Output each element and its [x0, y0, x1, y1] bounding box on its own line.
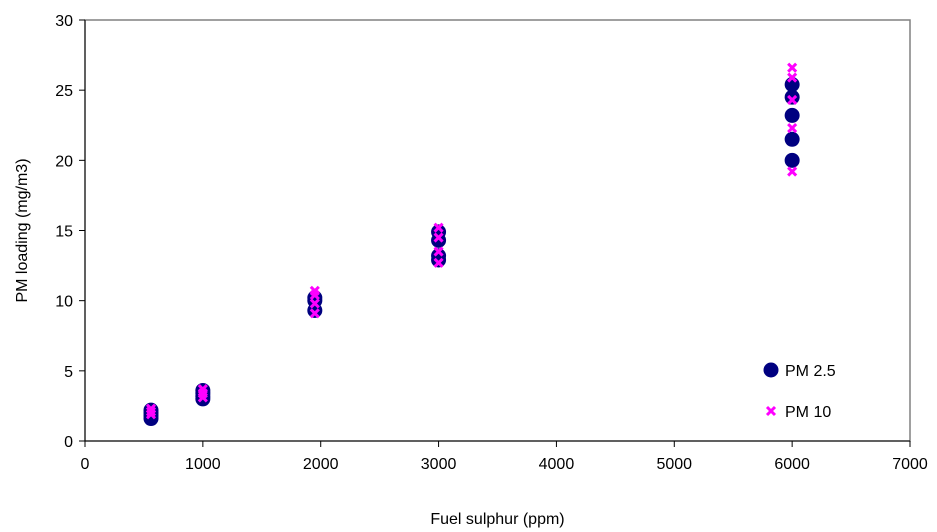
data-point-pm10-stroke: [433, 222, 444, 233]
x-tick-label: 5000: [656, 456, 692, 473]
x-tick-label: 1000: [185, 456, 221, 473]
tick-labels: 0 1000 2000 3000 4000 5000 6000 7000 0 5 10 15 20 25 3…: [55, 13, 928, 473]
x-tick-label: 6000: [774, 456, 810, 473]
data-point-pm10: [433, 222, 444, 233]
data-point-pm10: [309, 298, 320, 309]
data-point-pm10-stroke: [787, 94, 798, 106]
data-point-pm10: [145, 403, 157, 414]
data-point-pm25: [784, 152, 800, 168]
legend: PM 2.5 PM 10: [763, 362, 836, 421]
data-point-pm10-stroke: [433, 257, 444, 268]
x-tick-label: 3000: [421, 456, 457, 473]
y-tick-label: 10: [55, 294, 73, 311]
data-point-pm10: [197, 384, 208, 395]
data-point-pm10-stroke: [309, 298, 320, 309]
legend-label-pm10: PM 10: [785, 404, 831, 421]
data-point-pm10-stroke: [433, 232, 444, 243]
y-tick-label: 30: [55, 13, 73, 30]
legend-label-pm25: PM 2.5: [785, 363, 836, 380]
data-point-pm10: [433, 257, 444, 268]
x-tick-label: 2000: [303, 456, 339, 473]
data-point-pm25: [784, 89, 800, 105]
data-point-pm10-stroke: [197, 384, 208, 395]
data-point-pm10: [145, 406, 157, 417]
data-point-pm10-stroke: [309, 285, 320, 296]
data-point-pm10: [309, 308, 320, 319]
data-point-pm10: [787, 72, 798, 83]
data-point-pm10-stroke: [145, 403, 157, 414]
legend-x-icon-stroke: [765, 405, 777, 417]
data-point-pm10-stroke: [433, 246, 444, 257]
y-tick-label: 25: [55, 83, 73, 100]
data-point-pm10-stroke: [787, 72, 798, 83]
y-tick-label: 20: [55, 153, 73, 170]
series-1: [145, 62, 798, 420]
data-point-pm10-stroke: [145, 406, 157, 417]
series-0: [143, 77, 800, 427]
data-point-pm10-stroke: [787, 122, 798, 134]
data-point-pm10: [787, 166, 798, 177]
y-tick-label: 15: [55, 224, 73, 241]
x-tick-label: 7000: [892, 456, 928, 473]
data-point-pm10: [433, 232, 444, 243]
x-tick-label: 0: [81, 456, 90, 473]
data-point-pm10: [309, 285, 320, 296]
data-points: [143, 62, 800, 427]
legend-marker-pm10: [765, 405, 777, 417]
data-point-pm10: [787, 122, 798, 134]
data-point-pm10-stroke: [309, 308, 320, 319]
y-tick-label: 5: [64, 364, 73, 381]
data-point-pm10-stroke: [787, 166, 798, 177]
x-tick-label: 4000: [539, 456, 575, 473]
data-point-pm10-stroke: [787, 62, 798, 73]
y-axis-title: PM loading (mg/m3): [14, 158, 31, 302]
x-axis-title: Fuel sulphur (ppm): [430, 511, 564, 528]
data-point-pm25: [784, 131, 800, 147]
legend-marker-pm25: [763, 362, 779, 378]
data-point-pm10: [787, 62, 798, 73]
data-point-pm10: [433, 246, 444, 257]
data-point-pm10: [787, 94, 798, 106]
y-tick-label: 0: [64, 434, 73, 451]
legend-x-icon: [765, 405, 777, 417]
data-point-pm25: [784, 107, 800, 123]
legend-circle-icon: [763, 362, 779, 378]
